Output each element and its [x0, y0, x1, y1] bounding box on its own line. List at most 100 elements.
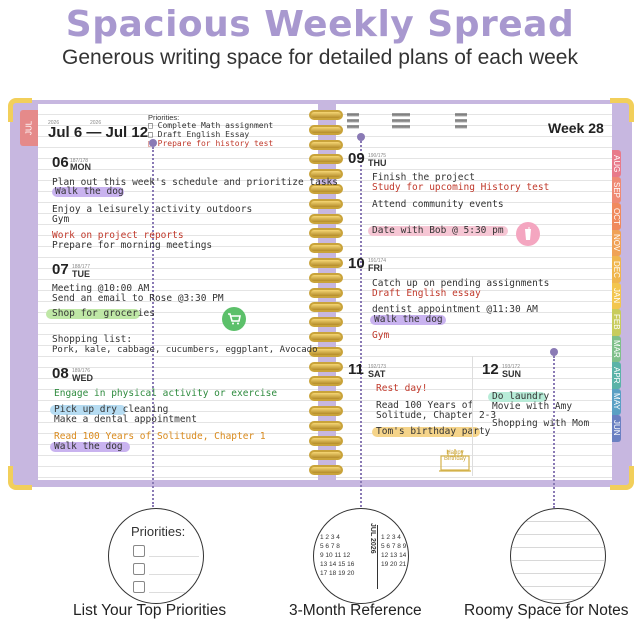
month-tab-may[interactable]: MAY: [612, 388, 621, 415]
spiral-ring: [309, 198, 343, 209]
day-code: 193/172: [502, 364, 521, 370]
day-name: FRI: [368, 263, 383, 273]
month-tab-jan[interactable]: JAN: [612, 282, 621, 309]
month-tab-nov[interactable]: NOV: [612, 229, 621, 256]
note-line: Do laundry: [492, 391, 550, 402]
note-line: Gym: [372, 330, 390, 341]
date-range: Jul 6 — Jul 12: [48, 124, 149, 141]
month-tab-jun[interactable]: JUN: [612, 415, 621, 442]
day-number: 10: [348, 255, 365, 272]
headline: Spacious Weekly Spread: [65, 4, 575, 45]
note-line: Attend community events: [372, 199, 504, 210]
note-line: Walk the dog: [54, 441, 123, 452]
highlight: [368, 226, 508, 236]
day-name: SAT: [368, 369, 386, 379]
month-tab-oct[interactable]: OCT: [612, 203, 621, 230]
spiral-ring: [309, 258, 343, 268]
note-line: Engage in physical activity or exercise: [54, 388, 278, 399]
left-page: [38, 104, 318, 480]
note-line: Draft English essay: [372, 288, 481, 299]
day-code: 188/177: [72, 264, 91, 270]
note-line: dentist appointment @11:30 AM: [372, 304, 538, 315]
highlight: [370, 315, 446, 325]
note-line: Plan out this week's schedule and priori…: [52, 177, 338, 188]
priority-item: □ Prepare for history test: [148, 139, 274, 148]
checkbox: [133, 581, 145, 593]
caption: Roomy Space for Notes: [464, 602, 629, 619]
day-code: 191/174: [368, 258, 387, 264]
highlight: [372, 427, 480, 437]
calendar-row: 19 20 21 22: [381, 561, 408, 568]
month-tab-apr[interactable]: APR: [612, 362, 621, 389]
day-number: 11: [348, 361, 364, 378]
year-label: 2026: [90, 120, 102, 126]
spiral-ring: [309, 376, 343, 387]
calendar-row: 1 2 3 4: [320, 534, 340, 541]
divider: [472, 356, 473, 476]
spiral-ring: [309, 169, 343, 180]
callout-dot: [149, 139, 157, 147]
note-line: Read 100 Years of Solitude, Chapter 1: [54, 431, 266, 442]
calendar-row: 17 18 19 20: [320, 570, 355, 577]
note-line: Read 100 Years of: [376, 400, 474, 411]
note-line: Work on project reports: [52, 230, 184, 241]
calendar-row: 13 14 15 16: [320, 561, 355, 568]
spiral-ring: [309, 154, 343, 165]
mini-calendar: ▦▦▦▦ ▦▦▦▦ ▦▦▦▦: [347, 112, 360, 130]
cake-sketch: [439, 449, 471, 472]
day-number: 07: [52, 261, 69, 278]
day-number: 12: [482, 361, 499, 378]
day-name: SUN: [502, 369, 522, 379]
shopping-cart-icon: [222, 307, 246, 331]
priorities-zoom: Priorities:: [108, 508, 204, 604]
caption: 3-Month Reference: [289, 602, 422, 619]
month-tab-dec[interactable]: DEC: [612, 256, 621, 283]
note-line: Gym: [52, 214, 70, 225]
note-line: Pick up dry cleaning: [54, 404, 169, 415]
checkbox: [133, 545, 145, 557]
highlight: [50, 405, 126, 415]
spiral-ring: [309, 317, 343, 328]
spiral-ring: [309, 435, 343, 446]
callout-dot: [550, 348, 558, 356]
mini-calendar: ▦▦▦▦▦▦ ▦▦▦▦▦▦ ▦▦▦▦▦▦: [392, 112, 411, 130]
month-tab-mar[interactable]: MAR: [612, 335, 621, 362]
month-tab-aug[interactable]: AUG: [612, 150, 621, 177]
month-tab-feb[interactable]: FEB: [612, 309, 621, 336]
note-line: Shopping with Mom: [492, 418, 590, 429]
corner-guard: [8, 466, 32, 490]
callout-line: [553, 356, 555, 508]
priorities-title: Priorities:: [148, 113, 180, 122]
spiral-ring: [309, 302, 343, 313]
note-line: Finish the project: [372, 172, 475, 183]
calendar-zoom: 1 2 3 4 5 6 7 8 9 10 11 12 13 14 15 16 17 18…: [313, 508, 409, 604]
spiral-ring: [309, 361, 343, 372]
highlight: [46, 309, 140, 319]
right-page: [336, 104, 612, 480]
mini-calendar: ▦▦▦▦ ▦▦▦▦ ▦▦▦▦: [455, 112, 468, 130]
corner-guard: [8, 98, 32, 122]
month-tabs: AUG SEP OCT NOV DEC JAN FEB MAR APR MAY JUN: [612, 150, 632, 442]
spiral-ring: [309, 450, 343, 461]
calendar-row: 9 10 11 12: [320, 552, 351, 559]
highlight: [488, 392, 546, 402]
spiral-ring: [309, 228, 343, 239]
notes-zoom: [510, 508, 606, 604]
day-number: 09: [348, 150, 365, 167]
note-line: Prepare for morning meetings: [52, 240, 213, 251]
calendar-row: 12 13 14 15: [381, 552, 408, 559]
spiral-ring: [309, 110, 343, 120]
month-tab-sep[interactable]: SEP: [612, 176, 621, 203]
corner-guard: [610, 466, 634, 490]
note-line: Tom's birthday party: [376, 426, 491, 437]
spiral-ring: [309, 391, 343, 402]
subheadline: Generous writing space for detailed plan…: [62, 46, 578, 69]
note-line: Enjoy a leisurely activity outdoors: [52, 204, 253, 215]
spiral-ring: [309, 184, 343, 194]
note-line: Catch up on pending assignments: [372, 278, 550, 289]
note-line: Shop for groceries: [52, 308, 155, 319]
spiral-ring: [309, 243, 343, 254]
spiral-ring: [309, 124, 343, 135]
day-name: THU: [368, 158, 387, 168]
month-tab-jul[interactable]: JUL: [20, 110, 38, 146]
